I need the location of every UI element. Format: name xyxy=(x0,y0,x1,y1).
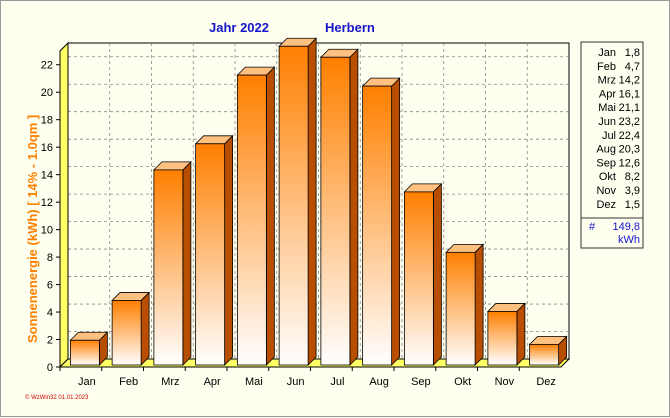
legend-month: Aug xyxy=(596,144,616,156)
bar-jul xyxy=(319,48,359,366)
side-wall xyxy=(59,41,69,369)
y-axis-label: Sonnenenergie (kWh) [ 14% - 1.0qm ] xyxy=(25,115,40,343)
bar-mrz xyxy=(152,160,192,366)
legend-value: 12,6 xyxy=(619,157,640,169)
legend-month: Jun xyxy=(598,116,616,128)
legend-month: Feb xyxy=(597,61,616,73)
bar-dez xyxy=(528,335,568,366)
bar-front xyxy=(362,85,393,366)
bar-side xyxy=(182,160,192,366)
legend-month: Jan xyxy=(598,47,616,59)
bar-front xyxy=(278,45,309,366)
x-tick-label: Jul xyxy=(330,376,344,388)
bar-side xyxy=(265,66,275,366)
bar-front xyxy=(195,143,226,366)
legend-month: Nov xyxy=(596,185,616,197)
bar-sep xyxy=(403,182,443,366)
bar-front xyxy=(111,300,142,366)
bar-side xyxy=(432,182,442,366)
bar-front xyxy=(320,56,351,366)
legend-total-value: 149,8 xyxy=(612,221,640,233)
bar-mai xyxy=(236,66,276,366)
bar-side xyxy=(391,77,401,366)
y-tick-label: 10 xyxy=(41,225,53,237)
bar-aug xyxy=(361,77,401,366)
y-tick-label: 0 xyxy=(47,362,53,374)
bar-front xyxy=(236,74,267,366)
legend-value: 3,9 xyxy=(625,185,640,197)
x-tick-label: Okt xyxy=(454,376,471,388)
x-tick-label: Nov xyxy=(495,376,515,388)
x-tick-label: Jan xyxy=(78,376,96,388)
legend-value: 22,4 xyxy=(619,130,640,142)
bar-front xyxy=(153,169,184,366)
x-tick-label: Apr xyxy=(204,376,221,388)
bar-front xyxy=(529,343,560,366)
footer-copyright: © WzWin32 01.01.2023 xyxy=(25,394,89,401)
x-tick-label: Mai xyxy=(245,376,263,388)
x-tick-label: Dez xyxy=(536,376,556,388)
bar-jun xyxy=(278,37,318,366)
x-tick-label: Mrz xyxy=(161,376,179,388)
legend-value: 21,1 xyxy=(619,102,640,114)
legend-total-symbol: # xyxy=(589,221,596,233)
y-tick-label: 16 xyxy=(41,142,53,154)
bar-front xyxy=(403,191,434,366)
bar-jan xyxy=(69,331,109,366)
legend-value: 23,2 xyxy=(619,116,640,128)
bar-front xyxy=(445,251,476,366)
legend-month: Sep xyxy=(596,157,616,169)
bar-side xyxy=(474,243,484,366)
legend-value: 1,5 xyxy=(625,199,640,211)
x-tick-labels: Jan Feb Mrz Apr Mai Jun Jul Aug Sep Okt Nov Dez xyxy=(78,376,556,388)
legend-value: 16,1 xyxy=(619,88,640,100)
legend-month: Okt xyxy=(599,171,616,183)
bar-side xyxy=(224,134,234,366)
x-tick-label: Jun xyxy=(287,376,305,388)
bar-okt xyxy=(445,243,485,366)
chart-subtitle: Herbern xyxy=(325,20,375,35)
chart-title: Jahr 2022 xyxy=(209,20,269,35)
bar-nov xyxy=(486,302,526,366)
bar-side xyxy=(140,291,150,366)
x-tick-label: Aug xyxy=(369,376,389,388)
legend-value: 8,2 xyxy=(625,171,640,183)
legend-month: Mai xyxy=(598,102,616,114)
legend-value: 4,7 xyxy=(625,61,640,73)
bar-feb xyxy=(111,291,151,366)
y-tick-label: 22 xyxy=(41,60,53,72)
legend-box xyxy=(580,41,644,249)
y-tick-label: 8 xyxy=(47,252,53,264)
y-tick-label: 14 xyxy=(41,170,53,182)
grid xyxy=(67,42,570,360)
y-tick-label: 2 xyxy=(47,335,53,347)
legend-month: Mrz xyxy=(598,75,616,87)
bar-front xyxy=(69,339,100,366)
x-tick-label: Feb xyxy=(119,376,138,388)
bar-side xyxy=(307,37,317,366)
legend-month: Jul xyxy=(602,130,616,142)
x-tick-label: Sep xyxy=(411,376,431,388)
legend-value: 20,3 xyxy=(619,144,640,156)
bar-side xyxy=(349,48,359,366)
bars xyxy=(69,37,568,366)
y-tick-label: 12 xyxy=(41,197,53,209)
y-tick-label: 18 xyxy=(41,115,53,127)
legend-value: 1,8 xyxy=(625,47,640,59)
y-tick-label: 20 xyxy=(41,87,53,99)
y-tick-label: 4 xyxy=(47,307,53,319)
y-tick-labels: 0 2 4 6 8 10 12 14 16 18 20 22 xyxy=(41,60,53,374)
bar-apr xyxy=(194,134,234,366)
legend-month: Dez xyxy=(596,199,616,211)
y-tick-label: 6 xyxy=(47,280,53,292)
legend-value: 14,2 xyxy=(619,75,640,87)
legend-month: Apr xyxy=(599,88,616,100)
legend-total-unit: kWh xyxy=(618,234,640,246)
bar-front xyxy=(487,311,518,366)
bar-side xyxy=(516,302,526,366)
